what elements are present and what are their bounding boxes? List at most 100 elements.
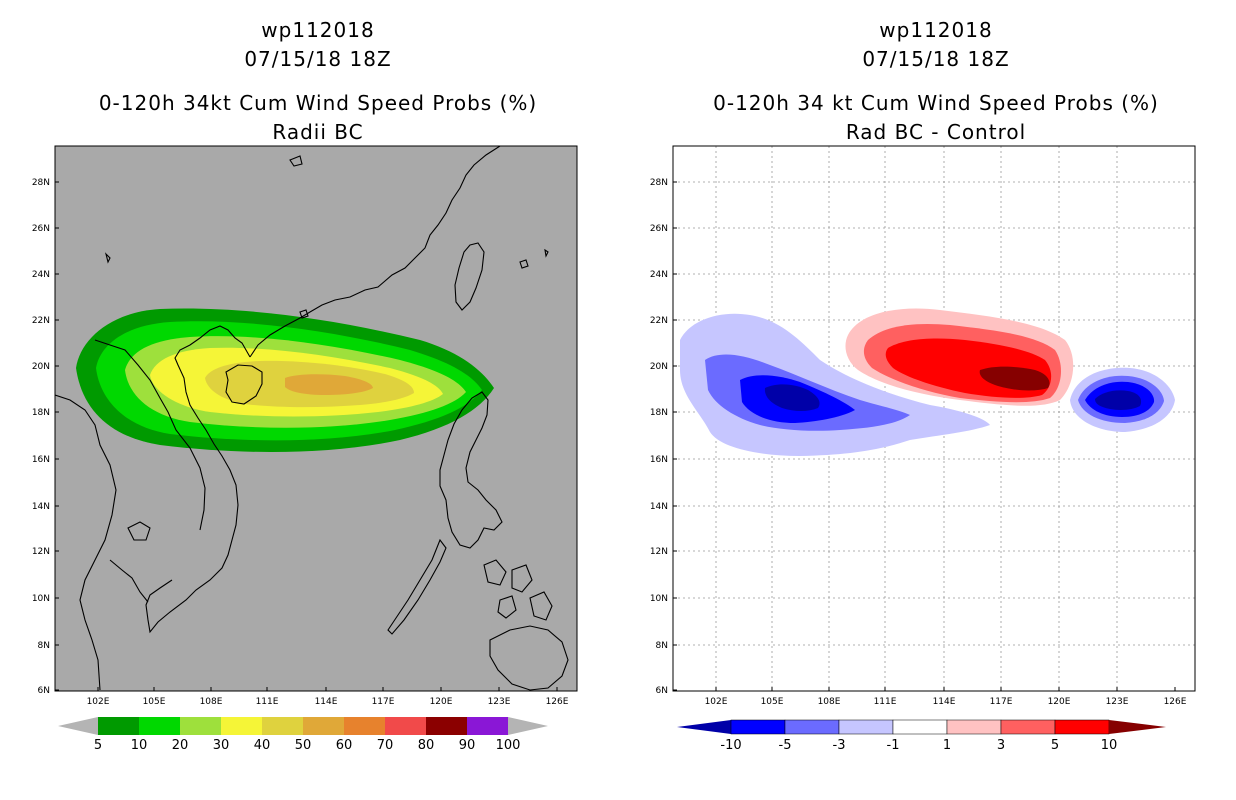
lat-label: 14N [650, 502, 668, 512]
lat-label: 24N [650, 270, 668, 280]
colorbar-swatch [221, 717, 262, 735]
colorbar-arrow-high [1109, 720, 1166, 734]
colorbar-swatch [784, 719, 840, 735]
diff-contour [1095, 390, 1142, 410]
lat-label: 10N [32, 594, 50, 604]
lat-label: 6N [656, 686, 668, 696]
colorbar-swatch [303, 717, 344, 735]
colorbar-swatch [467, 717, 508, 735]
colorbar-arrow-high [508, 717, 548, 735]
right-colorbar: -10 -5 -3 -1 1 3 5 10 [677, 719, 1166, 753]
probability-field [76, 308, 494, 452]
gridlines [673, 146, 1195, 691]
left-panel-title: wp112018 07/15/18 18Z 0-120h 34kt Cum Wi… [58, 16, 578, 147]
lon-axis-labels: 102E 105E 108E 111E 114E 117E 120E 123E 126E [87, 687, 569, 707]
lon-label: 102E [87, 697, 110, 707]
lat-label: 18N [32, 408, 50, 418]
storm-id: wp112018 [879, 18, 993, 42]
lon-label: 111E [874, 697, 897, 707]
diff-contour [764, 384, 820, 411]
colorbar-arrow-low [58, 717, 98, 735]
lon-axis-labels: 102E 105E 108E 111E 114E 117E 120E 123E 126E [705, 687, 1187, 707]
colorbar-swatch [139, 717, 180, 735]
lat-label: 8N [656, 641, 668, 651]
lat-label: 10N [650, 594, 668, 604]
colorbar-swatch [98, 717, 139, 735]
colorbar-label: 10 [131, 738, 148, 753]
colorbar-swatch [730, 719, 786, 735]
product-title: 0-120h 34 kt Cum Wind Speed Probs (%) [713, 91, 1159, 115]
lat-label: 20N [32, 362, 50, 372]
lon-label: 123E [488, 697, 511, 707]
colorbar-label: 80 [418, 738, 435, 753]
colorbar-swatch [180, 717, 221, 735]
colorbar-swatch [1000, 719, 1056, 735]
colorbar-swatch [344, 717, 385, 735]
lon-label: 114E [933, 697, 956, 707]
product-title: 0-120h 34kt Cum Wind Speed Probs (%) [98, 91, 538, 115]
lon-label: 117E [372, 697, 395, 707]
lon-label: 105E [761, 697, 784, 707]
lat-label: 20N [650, 362, 668, 372]
lat-label: 24N [32, 270, 50, 280]
colorbar-label: 100 [496, 738, 521, 753]
lat-label: 12N [32, 547, 50, 557]
lon-label: 108E [818, 697, 841, 707]
lat-label: 12N [650, 547, 668, 557]
diff-contour [979, 366, 1050, 391]
lat-label: 16N [650, 455, 668, 465]
colorbar-label: -5 [779, 738, 792, 753]
colorbar-label: 70 [377, 738, 394, 753]
colorbar-label: 50 [295, 738, 312, 753]
colorbar-arrow-low [677, 720, 731, 734]
lon-label: 126E [1164, 697, 1187, 707]
colorbar-label: 3 [997, 738, 1005, 753]
lon-label: 126E [546, 697, 569, 707]
colorbar-swatch [262, 717, 303, 735]
lon-label: 114E [315, 697, 338, 707]
datetime: 07/15/18 18Z [244, 47, 392, 71]
colorbar-label: -10 [720, 738, 741, 753]
experiment-name: Rad BC - Control [845, 120, 1027, 144]
lon-label: 117E [990, 697, 1013, 707]
lat-label: 22N [32, 316, 50, 326]
lat-label: 14N [32, 502, 50, 512]
lat-axis-labels: 28N 26N 24N 22N 20N 18N 16N 14N 12N 10N 8N 6N [32, 178, 59, 696]
lon-label: 105E [143, 697, 166, 707]
colorbar-label: 20 [172, 738, 189, 753]
colorbar-label: -1 [887, 738, 900, 753]
colorbar-label: 5 [1051, 738, 1059, 753]
lat-label: 28N [650, 178, 668, 188]
colorbar-swatch [426, 717, 467, 735]
left-colorbar: 5 10 20 30 40 50 60 70 80 90 100 [58, 717, 548, 753]
colorbar-label: 1 [943, 738, 951, 753]
colorbar-swatch [946, 719, 1002, 735]
colorbar-swatch [1054, 719, 1110, 735]
storm-id: wp112018 [261, 18, 375, 42]
lat-label: 22N [650, 316, 668, 326]
lat-axis-labels: 28N 26N 24N 22N 20N 18N 16N 14N 12N 10N 8N 6N [650, 178, 677, 696]
lon-label: 120E [1048, 697, 1071, 707]
experiment-name: Radii BC [272, 120, 364, 144]
lon-label: 111E [256, 697, 279, 707]
colorbar-label: 90 [459, 738, 476, 753]
lat-label: 16N [32, 455, 50, 465]
lon-label: 123E [1106, 697, 1129, 707]
lon-label: 108E [200, 697, 223, 707]
lat-label: 26N [650, 224, 668, 234]
colorbar-label: 40 [254, 738, 271, 753]
colorbar-label: 30 [213, 738, 230, 753]
lat-label: 26N [32, 224, 50, 234]
lat-label: 8N [38, 641, 50, 651]
colorbar-swatch [892, 719, 948, 735]
datetime: 07/15/18 18Z [862, 47, 1010, 71]
lon-label: 120E [430, 697, 453, 707]
lon-label: 102E [705, 697, 728, 707]
colorbar-swatch [385, 717, 426, 735]
colorbar-swatch [838, 719, 894, 735]
lat-label: 6N [38, 686, 50, 696]
colorbar-label: 5 [94, 738, 102, 753]
